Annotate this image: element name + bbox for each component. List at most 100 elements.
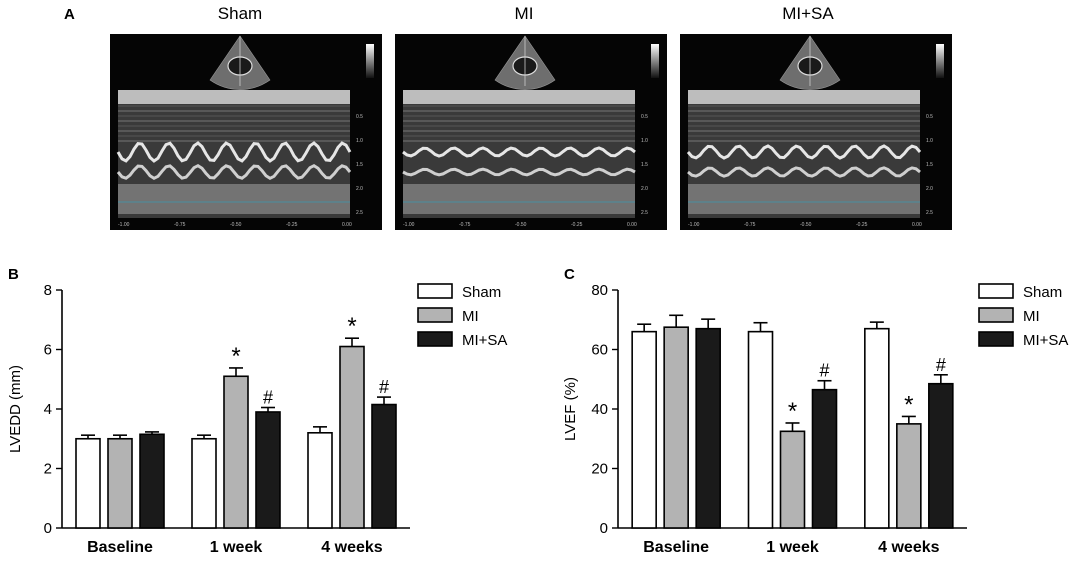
bar	[928, 382, 954, 529]
mmode-time-tick: -1.00	[118, 222, 130, 228]
y-tick-label: 80	[591, 282, 608, 299]
y-tick-label: 0	[44, 520, 52, 537]
significance-mark: #	[263, 388, 273, 408]
bar	[663, 326, 689, 529]
significance-mark: #	[936, 355, 946, 375]
echo-image-sham: 0.5 1.0 1.5 2.0 2.5 -1.00 -0.75 -0.50 -0.25 0.00	[110, 34, 382, 230]
significance-mark: *	[904, 391, 913, 418]
mmode-top-band	[403, 90, 635, 104]
echo-title-mi-sa: MI+SA	[782, 4, 834, 23]
y-tick-label: 20	[591, 461, 608, 478]
echo-grayscale-bar	[651, 44, 659, 78]
echo-grayscale-bar	[366, 44, 374, 78]
legend-swatch	[978, 331, 1014, 347]
legend-label: MI+SA	[1023, 332, 1068, 349]
mmode-depth-tick: 1.0	[356, 138, 363, 144]
mmode-depth-tick: 1.0	[926, 138, 933, 144]
legend-label: MI+SA	[462, 332, 507, 349]
bar	[191, 437, 217, 529]
legend-label: Sham	[1023, 284, 1062, 301]
mmode-time-tick: -0.75	[744, 222, 756, 228]
mmode-bottom-band	[118, 184, 350, 214]
y-tick-label: 4	[44, 401, 52, 418]
x-category-label: 4 weeks	[878, 539, 939, 556]
legend-swatch	[417, 283, 453, 299]
mmode-top-band	[118, 90, 350, 104]
legend-label: MI	[1023, 308, 1040, 325]
legend-label: Sham	[462, 284, 501, 301]
mmode-wall-trace	[687, 166, 921, 178]
panel-letter-c: C	[564, 266, 575, 283]
bar	[747, 330, 774, 529]
bar	[339, 345, 365, 529]
mmode-time-tick: -0.50	[800, 222, 812, 228]
bar	[223, 375, 249, 529]
y-tick-label: 40	[591, 401, 608, 418]
bar	[779, 430, 806, 529]
mmode-wall-trace	[116, 141, 352, 163]
panel-letter-b: B	[8, 266, 19, 283]
bar	[307, 432, 333, 529]
y-tick-label: 0	[600, 520, 608, 537]
mmode-time-tick: -0.75	[459, 222, 471, 228]
mmode-depth-tick: 0.5	[356, 114, 363, 120]
mmode-depth-tick: 0.5	[926, 114, 933, 120]
significance-mark: *	[347, 313, 356, 340]
mmode-time-tick: -1.00	[403, 222, 415, 228]
mmode-top-band	[688, 90, 920, 104]
bar	[75, 437, 101, 529]
significance-mark: *	[231, 343, 240, 370]
y-tick-label: 8	[44, 282, 52, 299]
mmode-depth-tick: 2.0	[926, 186, 933, 192]
mmode-wall-trace	[116, 163, 352, 181]
bar	[255, 411, 281, 529]
mmode-bottom-band	[403, 184, 635, 214]
echo-image-mi: 0.5 1.0 1.5 2.0 2.5 -1.00 -0.75 -0.50 -0.25 0.00	[395, 34, 667, 230]
x-category-label: 1 week	[210, 539, 263, 556]
mmode-time-tick: 0.00	[342, 222, 352, 228]
mmode-time-tick: -1.00	[688, 222, 700, 228]
legend-swatch	[417, 307, 453, 323]
panel-letter-a: A	[64, 6, 75, 23]
bar	[896, 423, 922, 529]
mmode-time-tick: -0.75	[174, 222, 186, 228]
mmode-wall-trace	[402, 167, 636, 177]
echo-grayscale-bar	[936, 44, 944, 78]
significance-mark: #	[379, 377, 389, 397]
bar	[107, 437, 133, 529]
mmode-bottom-band	[688, 184, 920, 214]
legend-swatch	[978, 307, 1014, 323]
mmode-depth-tick: 0.5	[641, 114, 648, 120]
mmode-time-tick: 0.00	[627, 222, 637, 228]
significance-mark: #	[819, 361, 829, 381]
mmode-wall-trace	[402, 146, 636, 158]
mmode-wall-trace	[686, 144, 922, 160]
mmode-time-tick: -0.25	[856, 222, 868, 228]
x-category-label: 4 weeks	[321, 539, 382, 556]
significance-mark: *	[788, 398, 797, 425]
echo-title-mi: MI	[514, 4, 534, 23]
x-category-label: Baseline	[87, 539, 153, 556]
mmode-time-tick: -0.50	[230, 222, 242, 228]
x-category-label: 1 week	[766, 539, 819, 556]
x-category-label: Baseline	[643, 539, 709, 556]
bar	[695, 327, 721, 529]
mmode-depth-tick: 2.5	[356, 210, 363, 216]
mmode-time-tick: -0.50	[515, 222, 527, 228]
mmode-depth-tick: 1.5	[356, 162, 363, 168]
mmode-time-tick: -0.25	[571, 222, 583, 228]
bar	[864, 327, 890, 529]
y-tick-label: 6	[44, 342, 52, 359]
y-tick-label: 2	[44, 461, 52, 478]
y-axis-label: LVEDD (mm)	[7, 365, 24, 453]
mmode-depth-tick: 1.5	[641, 162, 648, 168]
bar	[631, 330, 657, 529]
legend-label: MI	[462, 308, 479, 325]
bar	[139, 433, 165, 529]
legend-swatch	[417, 331, 453, 347]
bar	[371, 403, 397, 529]
lvef-bar-chart: 0 20 40 60 80 LVEF (%) Baseline * #1 week * #4 wee…	[562, 282, 1068, 556]
mmode-depth-tick: 2.5	[641, 210, 648, 216]
mmode-depth-tick: 2.0	[641, 186, 648, 192]
echo-image-mi-sa: 0.5 1.0 1.5 2.0 2.5 -1.00 -0.75 -0.50 -0.25 0.00	[680, 34, 952, 230]
